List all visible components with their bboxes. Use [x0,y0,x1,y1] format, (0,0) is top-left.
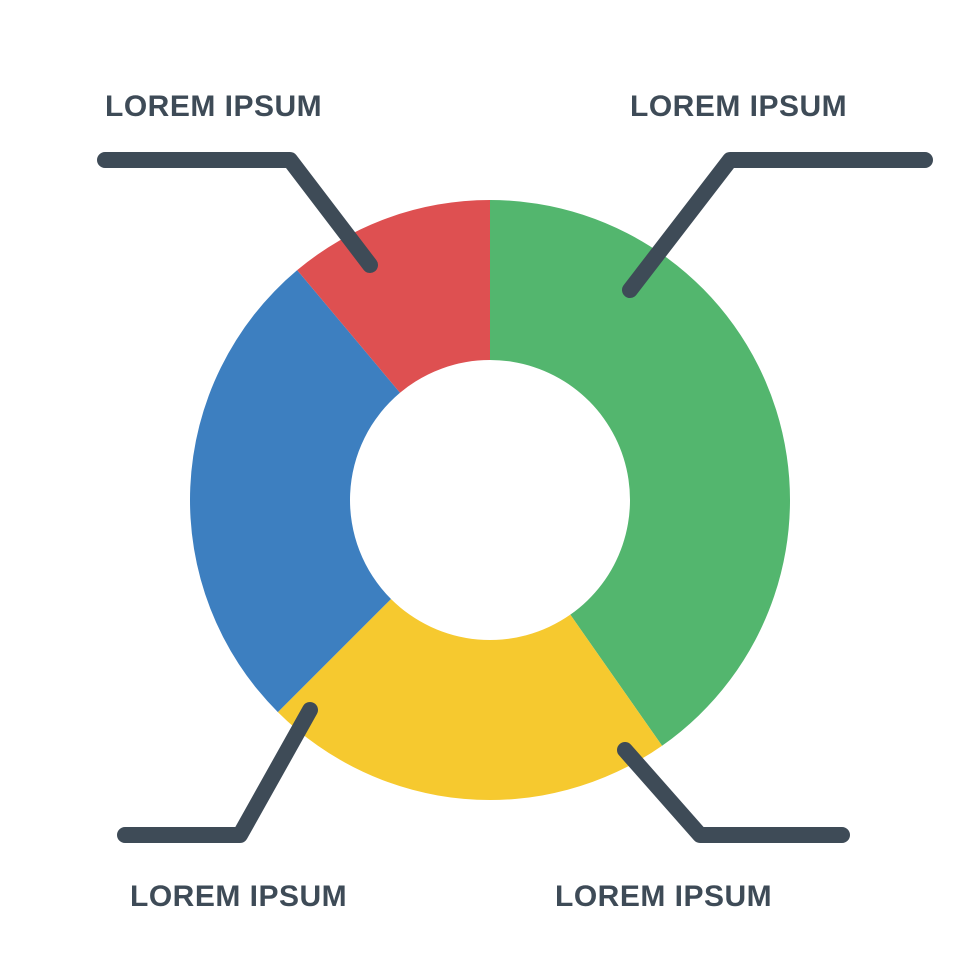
callout-label-bottom-right: LOREM IPSUM [555,880,772,914]
callout-label-bottom-left: LOREM IPSUM [130,880,347,914]
donut-chart [0,0,980,980]
callout-label-top-right: LOREM IPSUM [630,90,847,124]
connector-bottom-right [625,750,842,835]
callout-label-top-left: LOREM IPSUM [105,90,322,124]
connector-bottom-left [125,710,310,835]
